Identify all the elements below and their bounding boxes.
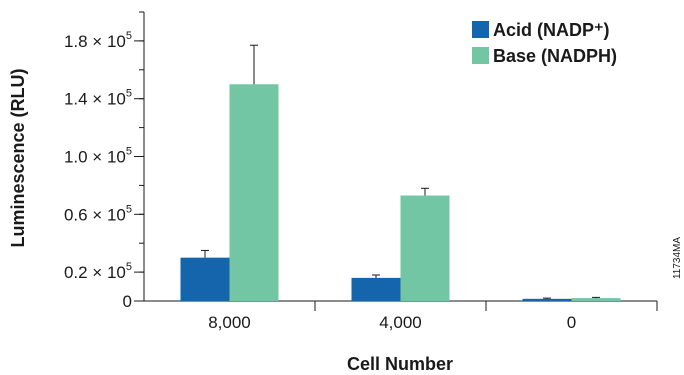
legend-swatch bbox=[472, 47, 489, 64]
legend-swatch bbox=[472, 21, 489, 38]
x-tick-label: 4,000 bbox=[379, 313, 422, 332]
legend-label: Base (NADPH) bbox=[493, 46, 617, 66]
y-axis-title: Luminescence (RLU) bbox=[8, 68, 28, 247]
x-ticks: 8,000 4,000 0 bbox=[208, 301, 658, 332]
legend: Acid (NADP⁺) Base (NADPH) bbox=[472, 20, 617, 66]
bar bbox=[351, 277, 401, 301]
bar bbox=[522, 298, 572, 301]
figure-id: 11734MA bbox=[672, 237, 683, 279]
x-tick-label: 8,000 bbox=[208, 313, 251, 332]
bar bbox=[229, 84, 279, 301]
y-tick-label: 0 bbox=[123, 292, 132, 311]
x-axis-title: Cell Number bbox=[347, 354, 453, 374]
y-tick-label: 1.8 × 105 bbox=[64, 30, 132, 51]
y-tick-label: 0.6 × 105 bbox=[64, 203, 132, 224]
bars bbox=[180, 84, 621, 301]
y-tick-label: 1.4 × 105 bbox=[64, 88, 132, 109]
legend-label: Acid (NADP⁺) bbox=[493, 20, 610, 40]
y-ticks: 0 0.2 × 105 0.6 × 105 1.0 × 105 1.4 × 105 1.8… bbox=[64, 11, 144, 311]
error-bars bbox=[201, 44, 600, 299]
y-tick-label: 0.2 × 105 bbox=[64, 261, 132, 282]
bar bbox=[180, 257, 230, 301]
x-tick-label: 0 bbox=[567, 313, 576, 332]
bar bbox=[571, 298, 621, 301]
bar bbox=[400, 195, 450, 301]
y-tick-label: 1.0 × 105 bbox=[64, 146, 132, 167]
